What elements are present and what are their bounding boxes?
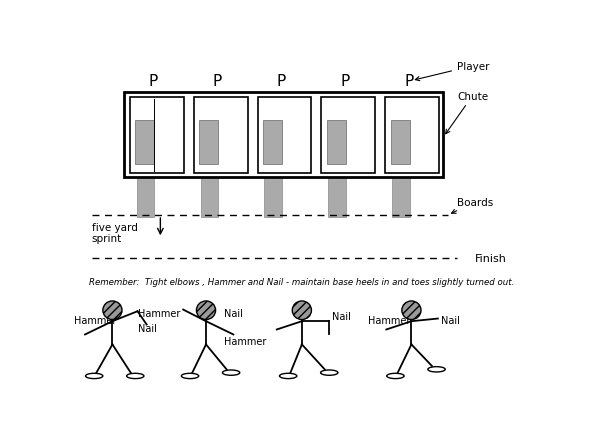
Text: Hammer: Hammer: [224, 336, 267, 346]
Bar: [130, 98, 184, 173]
Bar: [263, 121, 282, 164]
Bar: [392, 176, 409, 217]
Text: Nail: Nail: [332, 311, 350, 322]
Text: Hammer: Hammer: [368, 315, 411, 325]
Bar: [199, 121, 219, 164]
Text: P: P: [149, 74, 158, 89]
Ellipse shape: [196, 301, 216, 320]
Text: P: P: [405, 74, 413, 89]
Text: five yard
sprint: five yard sprint: [92, 222, 138, 244]
Text: Chute: Chute: [446, 91, 488, 135]
Text: Remember:  Tight elbows , Hammer and Nail - maintain base heels in and toes slig: Remember: Tight elbows , Hammer and Nail…: [89, 277, 515, 286]
Text: Nail: Nail: [137, 323, 157, 333]
Bar: [200, 176, 218, 217]
Bar: [124, 93, 444, 178]
Text: Nail: Nail: [224, 308, 243, 318]
Bar: [194, 98, 247, 173]
Bar: [135, 121, 154, 164]
Text: P: P: [277, 74, 286, 89]
Text: Boards: Boards: [452, 197, 494, 214]
Text: Finish: Finish: [475, 254, 507, 264]
Bar: [385, 98, 439, 173]
Ellipse shape: [402, 301, 421, 320]
Text: Player: Player: [415, 61, 489, 82]
Bar: [322, 98, 375, 173]
Text: Hammer: Hammer: [74, 315, 116, 325]
Bar: [257, 98, 312, 173]
Text: Nail: Nail: [441, 315, 460, 325]
Bar: [137, 176, 154, 217]
Text: P: P: [340, 74, 350, 89]
Text: Hammer: Hammer: [137, 308, 180, 318]
Ellipse shape: [103, 301, 122, 320]
Bar: [328, 176, 346, 217]
Bar: [391, 121, 410, 164]
Bar: [327, 121, 346, 164]
Ellipse shape: [292, 301, 312, 320]
Bar: [264, 176, 282, 217]
Text: P: P: [213, 74, 222, 89]
